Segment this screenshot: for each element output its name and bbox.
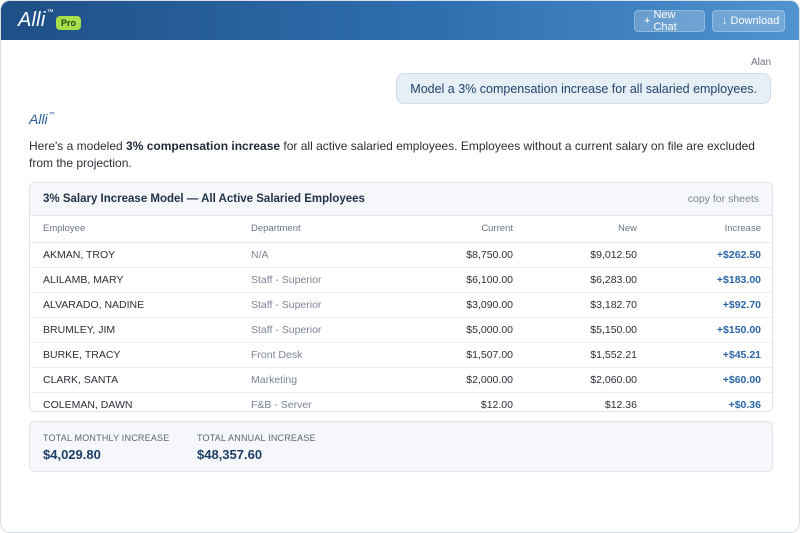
table-row: CLARK, SANTA Marketing $2,000.00 $2,060.… [30,367,772,393]
total-monthly-label: TOTAL MONTHLY INCREASE [43,433,170,443]
total-annual-value: $48,357.60 [197,447,263,462]
table-row: AKMAN, TROY N/A $8,750.00 $9,012.50 +$26… [30,242,772,268]
download-label: Download [730,15,780,27]
table-header-bar: 3% Salary Increase Model — All Active Sa… [30,183,772,216]
increase-cell: +$92.70 [650,292,772,318]
logo-text: Alli [18,9,46,31]
current-salary-cell: $8,750.00 [398,242,526,268]
department-cell: F&B - Server [238,392,398,411]
new-salary-cell: $2,060.00 [526,367,650,393]
employee-cell: ALVARADO, NADINE [30,292,238,318]
department-cell: Staff - Superior [238,292,398,318]
logo-tm: ™ [46,9,54,17]
user-message-bubble: Model a 3% compensation increase for all… [396,73,771,104]
increase-cell: +$45.21 [650,342,772,368]
column-header-employee: Employee [30,216,238,243]
column-header-increase: Increase [650,216,772,243]
new-salary-cell: $3,182.70 [526,292,650,318]
employee-cell: ALILAMB, MARY [30,267,238,293]
total-annual-block: TOTAL ANNUAL INCREASE $48,357.60 [197,433,316,462]
reply-text-end: for all active salaried employees. Emplo… [29,139,755,170]
employee-cell: AKMAN, TROY [30,242,238,268]
table-row: ALVARADO, NADINE Staff - Superior $3,090… [30,292,772,318]
new-salary-cell: $9,012.50 [526,242,650,268]
increase-cell: +$150.00 [650,317,772,343]
new-salary-cell: $5,150.00 [526,317,650,343]
current-salary-cell: $6,100.00 [398,267,526,293]
increase-cell: +$183.00 [650,267,772,293]
assistant-name: Alli™ [29,111,55,127]
new-chat-label: New Chat [653,9,677,33]
new-chat-button[interactable]: + New Chat [634,9,705,33]
current-salary-cell: $1,507.00 [398,342,526,368]
totals-card: TOTAL MONTHLY INCREASE $4,029.80 TOTAL A… [29,421,773,472]
assistant-name-text: Alli [29,111,48,127]
department-cell: Staff - Superior [238,267,398,293]
table-header-row: Employee Department Current New Increase [30,216,772,243]
assistant-message: Here's a modeled 3% compensation increas… [29,138,759,172]
plus-icon: + [644,15,651,27]
increase-cell: +$60.00 [650,367,772,393]
column-header-new: New [526,216,650,243]
department-cell: Front Desk [238,342,398,368]
table-row: BURKE, TRACY Front Desk $1,507.00 $1,552… [30,342,772,368]
current-salary-cell: $12.00 [398,392,526,411]
total-monthly-value: $4,029.80 [43,447,101,462]
download-button[interactable]: ↓ Download [712,10,785,32]
download-arrow-icon: ↓ [722,15,728,27]
table-title: 3% Salary Increase Model — All Active Sa… [43,193,365,205]
department-cell: N/A [238,242,398,268]
reply-text-start: Here's a modeled [29,139,127,153]
user-message-author: Alan [750,57,771,68]
total-annual-label: TOTAL ANNUAL INCREASE [197,433,316,443]
new-salary-cell: $6,283.00 [526,267,650,293]
increase-cell: +$262.50 [650,242,772,268]
current-salary-cell: $3,090.00 [398,292,526,318]
employee-cell: BRUMLEY, JIM [30,317,238,343]
new-salary-cell: $12.36 [526,392,650,411]
current-salary-cell: $5,000.00 [398,317,526,343]
employee-cell: BURKE, TRACY [30,342,238,368]
salary-table: Employee Department Current New Increase… [30,216,772,411]
new-salary-cell: $1,552.21 [526,342,650,368]
top-bar: Alli™ Pro + New Chat ↓ Download [1,1,799,40]
app-logo: Alli™ [18,9,54,32]
column-header-department: Department [238,216,398,243]
table-row: COLEMAN, DAWN F&B - Server $12.00 $12.36… [30,392,772,411]
column-header-current: Current [398,216,526,243]
table-row: ALILAMB, MARY Staff - Superior $6,100.00… [30,267,772,293]
pro-badge: Pro [56,16,82,30]
current-salary-cell: $2,000.00 [398,367,526,393]
salary-table-card: 3% Salary Increase Model — All Active Sa… [29,182,773,412]
copy-for-sheets-link[interactable]: copy for sheets [687,193,759,205]
assistant-name-tm: ™ [48,112,55,119]
increase-cell: +$0.36 [650,392,772,411]
employee-cell: CLARK, SANTA [30,367,238,393]
table-row: BRUMLEY, JIM Staff - Superior $5,000.00 … [30,317,772,343]
department-cell: Marketing [238,367,398,393]
total-monthly-block: TOTAL MONTHLY INCREASE $4,029.80 [43,433,169,462]
department-cell: Staff - Superior [238,317,398,343]
reply-bold-text: 3% compensation increase [126,139,281,153]
user-message-text: Model a 3% compensation increase for all… [410,81,757,96]
employee-cell: COLEMAN, DAWN [30,392,238,411]
